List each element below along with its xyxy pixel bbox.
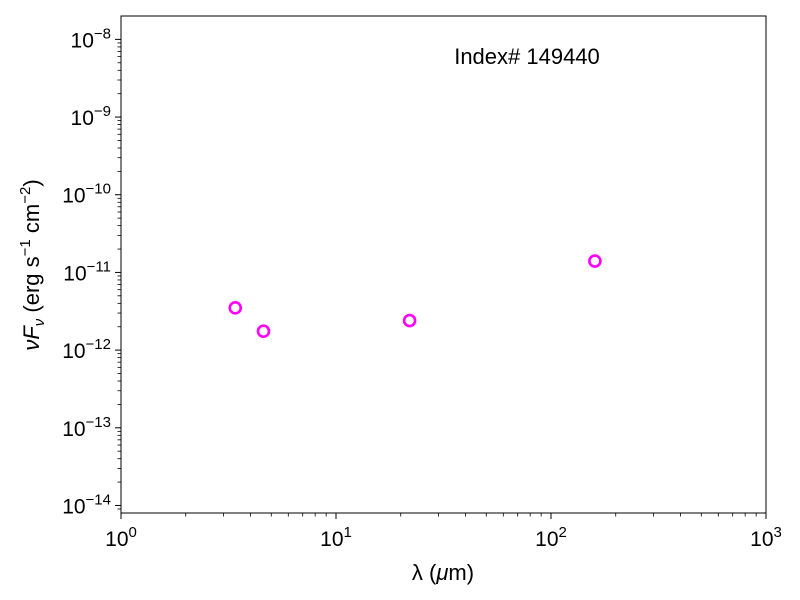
minor-ticks [117, 42, 757, 517]
y-tick-label: 10−10 [62, 181, 111, 208]
y-tick-label: 10−8 [71, 25, 111, 52]
x-tick-label: 100 [105, 524, 137, 551]
y-tick-label: 10−12 [62, 336, 111, 363]
x-tick-labels: 100 101 102 103 [105, 524, 782, 551]
data-point [588, 254, 602, 268]
data-points [228, 254, 602, 339]
y-tick-label: 10−14 [62, 491, 111, 518]
y-tick-label: 10−9 [71, 103, 111, 130]
x-tick-label: 103 [750, 524, 782, 551]
y-tick-labels: 10−14 10−13 10−12 10−11 10−10 10−9 10−8 [62, 25, 111, 518]
x-tick-label: 102 [535, 524, 567, 551]
y-axis-label: νFν (erg s−1 cm−2) [17, 179, 48, 350]
y-tick-label: 10−13 [62, 414, 111, 441]
major-ticks [115, 38, 767, 519]
data-point [256, 324, 271, 339]
x-axis-label: λ (μm) [412, 560, 474, 585]
chart-annotation: Index# 149440 [454, 44, 600, 69]
data-point [402, 313, 417, 328]
y-tick-label: 10−11 [63, 258, 111, 285]
x-tick-label: 101 [320, 524, 352, 551]
plot-frame [120, 15, 767, 514]
data-point [228, 301, 243, 315]
